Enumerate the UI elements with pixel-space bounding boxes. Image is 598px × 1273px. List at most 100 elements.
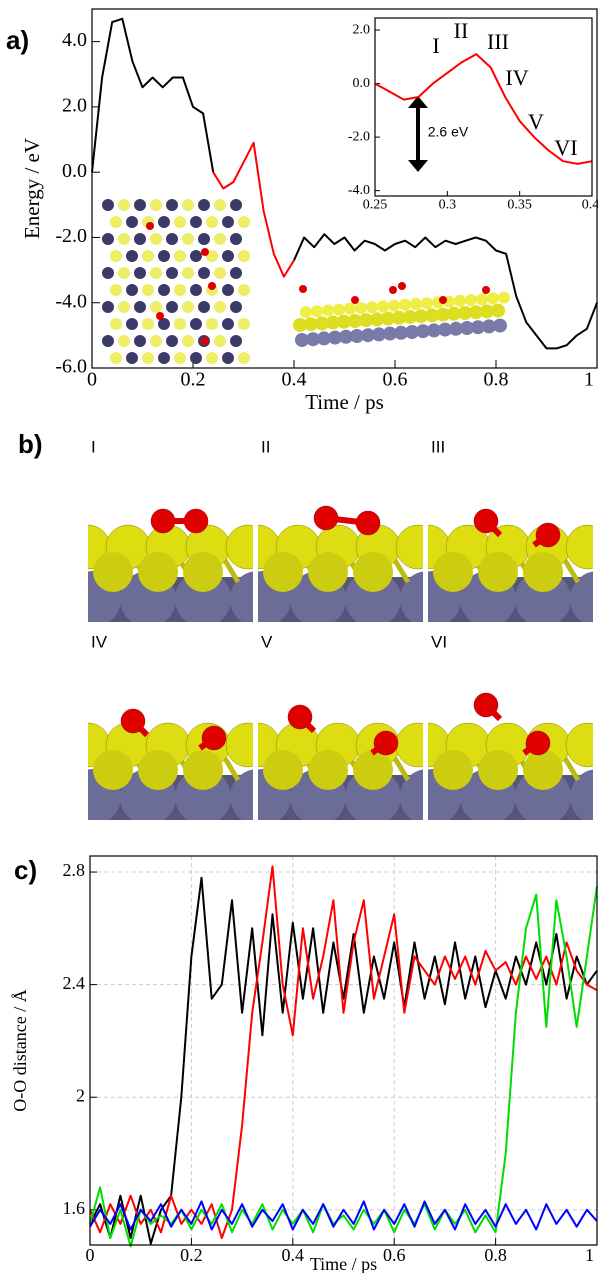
annotation: II [454, 18, 469, 43]
atom [126, 216, 138, 228]
atom [399, 299, 411, 311]
sulfur-atom [263, 750, 303, 790]
x-tick-label: 0.25 [363, 197, 388, 212]
atom [166, 199, 178, 211]
plot-frame [90, 856, 597, 1245]
data-line [90, 866, 597, 1238]
oxygen-atom [474, 509, 498, 533]
atom [102, 267, 114, 279]
x-tick-label: 0.2 [181, 369, 206, 391]
atom [110, 216, 122, 228]
panel-label: a) [6, 25, 29, 55]
atom [214, 199, 226, 211]
oxygen-atom [288, 705, 312, 729]
atom [158, 216, 170, 228]
atom [142, 318, 154, 330]
annotation: III [487, 29, 509, 54]
frame-label: I [91, 437, 96, 456]
atom [377, 300, 389, 312]
atom [182, 233, 194, 245]
atom [118, 199, 130, 211]
y-tick-label: 2.0 [353, 22, 371, 37]
x-tick-label: 0.2 [180, 1245, 203, 1265]
structure-snapshot [65, 709, 286, 825]
atom [206, 352, 218, 364]
atom [214, 301, 226, 313]
atom [230, 199, 242, 211]
oxygen-atom [314, 506, 338, 530]
sulfur-atom [93, 750, 133, 790]
x-tick-label: 0.6 [383, 1245, 406, 1265]
sulfur-atom [478, 750, 518, 790]
oxygen-atom [201, 337, 209, 345]
atom [190, 318, 202, 330]
oxygen-atom [121, 709, 145, 733]
oxygen-atom [156, 312, 164, 320]
sulfur-atom [183, 750, 223, 790]
y-tick-label: 2 [76, 1085, 85, 1105]
atom [206, 318, 218, 330]
atom [454, 295, 466, 307]
atom [174, 250, 186, 262]
atom [150, 301, 162, 313]
atom [134, 301, 146, 313]
atom [174, 284, 186, 296]
oxygen-atom [474, 693, 498, 717]
top-view-structure [102, 199, 250, 364]
atom [142, 352, 154, 364]
panel-label: b) [18, 429, 43, 459]
atom [222, 250, 234, 262]
atom [134, 233, 146, 245]
atom [222, 284, 234, 296]
atom [198, 267, 210, 279]
sulfur-atom [138, 552, 178, 592]
panel-label: c) [14, 855, 37, 885]
oxygen-atom [356, 511, 380, 535]
atom [174, 352, 186, 364]
oxygen-atom [398, 282, 406, 290]
oxygen-atom [201, 248, 209, 256]
atom [150, 199, 162, 211]
x-tick-label: 0 [87, 369, 97, 391]
oxygen-atom [389, 286, 397, 294]
atom [198, 199, 210, 211]
annotation: 2.6 eV [428, 124, 469, 140]
structure-snapshot [405, 693, 598, 825]
atom [166, 233, 178, 245]
oxygen-atom [351, 296, 359, 304]
atom [174, 318, 186, 330]
atom [190, 250, 202, 262]
annotation: IV [505, 65, 528, 90]
y-tick-label: 2.0 [62, 95, 87, 117]
atom [150, 267, 162, 279]
y-axis-title: Energy / eV [20, 138, 44, 239]
atom [410, 298, 422, 310]
atom [110, 352, 122, 364]
atom [333, 304, 345, 316]
x-axis-title: Time / ps [310, 1254, 377, 1273]
atom [118, 335, 130, 347]
x-tick-label: 0.8 [484, 369, 509, 391]
atom [222, 216, 234, 228]
sulfur-atom [138, 750, 178, 790]
atom [134, 267, 146, 279]
frame-label: III [431, 437, 445, 456]
sulfur-atom [523, 750, 563, 790]
atom [498, 292, 510, 304]
atom [230, 301, 242, 313]
x-tick-label: 0.3 [439, 197, 457, 212]
oxygen-atom [439, 296, 447, 304]
y-tick-label: 1.6 [63, 1198, 86, 1218]
atom [491, 304, 505, 318]
x-tick-label: 0.35 [507, 197, 532, 212]
atom [198, 301, 210, 313]
annotation: V [528, 109, 544, 134]
y-tick-label: 0.0 [353, 76, 371, 91]
atom [166, 301, 178, 313]
atom [142, 284, 154, 296]
atom [487, 292, 499, 304]
y-tick-label: -4.0 [55, 290, 87, 312]
atom [134, 199, 146, 211]
sulfur-atom [523, 552, 563, 592]
data-line [90, 886, 597, 1246]
